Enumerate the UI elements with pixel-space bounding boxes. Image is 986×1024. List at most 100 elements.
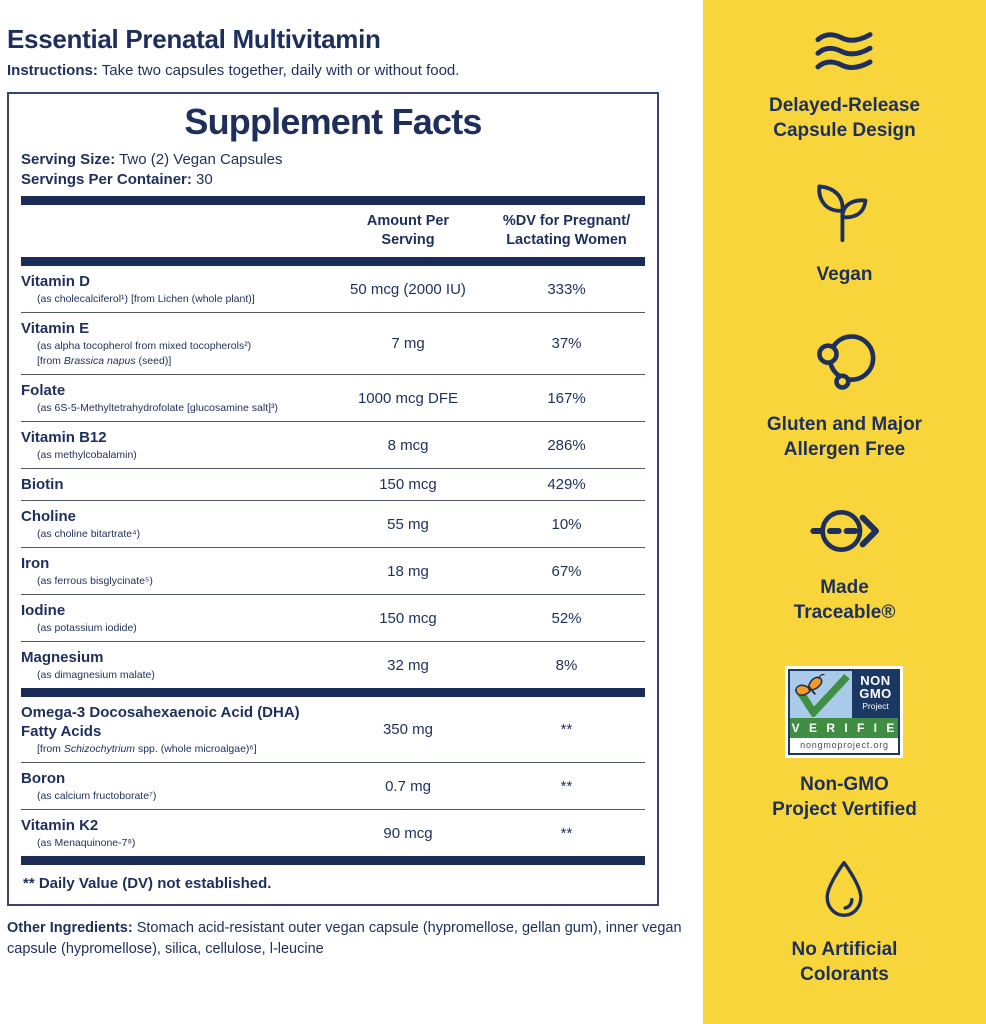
supplement-facts-title: Supplement Facts <box>184 101 482 142</box>
feature-label: No Artificial Colorants <box>791 939 898 985</box>
feature-delayed-release: Delayed-Release Capsule Design <box>769 28 920 143</box>
nutrient-source: (as methylcobalamin) <box>37 449 137 461</box>
nutrient-cell: Vitamin K2 (as Menaquinone-7⁸) <box>21 816 328 850</box>
amount-value: 32 mg <box>387 656 429 674</box>
table-row: Omega-3 Docosahexaenoic Acid (DHA) Fatty… <box>21 697 645 762</box>
nutrient-source: (as cholecalciferol¹) [from Lichen (whol… <box>37 293 255 305</box>
dv-value: 67% <box>551 562 582 580</box>
feature-non-gmo: NON GMO Project V E R I F I E D nongmopr… <box>772 666 917 822</box>
feature-label: Gluten and Major Allergen Free <box>766 414 923 460</box>
feature-no-artificial-colorants: No Artificial Colorants <box>791 858 898 987</box>
verified-bar: V E R I F I E D <box>790 718 899 755</box>
feature-label: Delayed-Release Capsule Design <box>768 95 921 141</box>
nutrient-name: Folate <box>21 382 66 399</box>
nutrient-name: Vitamin E <box>21 320 90 337</box>
non-gmo-url: nongmoproject.org <box>790 738 899 753</box>
amount-value: 90 mcg <box>383 824 433 842</box>
servings-value: 30 <box>191 171 213 188</box>
serving-size-line: Serving Size: Two (2) Vegan Capsules <box>21 150 645 170</box>
column-header-dv: %DV for Pregnant/ Lactating Women <box>488 212 645 250</box>
column-header-amount-line1: Amount Per <box>366 213 450 229</box>
nutrient-cell: Vitamin B12 (as methylcobalamin) <box>21 428 328 462</box>
nutrient-source: (as potassium iodide) <box>37 622 137 634</box>
nutrient-name: Choline <box>21 508 76 525</box>
nutrient-cell: Omega-3 Docosahexaenoic Acid (DHA) Fatty… <box>21 703 328 756</box>
nutrient-source: (as choline bitartrate⁴) <box>37 528 141 540</box>
waves-icon <box>813 28 875 76</box>
nutrient-source: (as calcium fructoborate⁷) <box>37 790 157 802</box>
dv-footnote: ** Daily Value (DV) not established. <box>23 875 272 892</box>
table-row: Boron (as calcium fructoborate⁷) 0.7 mg … <box>21 762 645 809</box>
other-ingredients-label: Other Ingredients: <box>7 920 133 936</box>
dv-value: ** <box>560 721 573 738</box>
nutrient-name: Vitamin D <box>21 273 90 290</box>
nutrient-name: Magnesium <box>21 649 104 666</box>
source-prefix: [from <box>37 743 64 755</box>
feature-made-traceable: Made Traceable® <box>794 504 895 625</box>
table-row: Vitamin E (as alpha tocopherol from mixe… <box>21 312 645 374</box>
feature-label: Vegan <box>816 264 873 285</box>
nutrient-source-2: [from Brassica napus (seed)] <box>21 355 324 368</box>
instructions-label: Instructions: <box>7 62 98 79</box>
nutrient-cell: Folate (as 6S-5-Methyltetrahydrofolate [… <box>21 381 328 415</box>
source-suffix: (seed)] <box>135 355 172 367</box>
servings-per-container-line: Servings Per Container: 30 <box>21 170 645 190</box>
molecule-circles-icon <box>811 329 879 395</box>
column-header-dv-line1: %DV for Pregnant/ <box>502 213 631 229</box>
nutrient-name: Iodine <box>21 602 66 619</box>
feature-label: Non-GMO Project Vertified <box>772 774 917 820</box>
nutrient-name: Iron <box>21 555 50 572</box>
nutrient-cell: Biotin <box>21 475 328 494</box>
page-title: Essential Prenatal Multivitamin <box>7 24 381 54</box>
nutrient-source: (as alpha tocopherol from mixed tocopher… <box>37 340 252 352</box>
dv-value: 167% <box>547 389 586 407</box>
source-species: Brassica napus <box>63 355 136 367</box>
nutrient-cell: Iodine (as potassium iodide) <box>21 601 328 635</box>
divider-bar <box>21 196 645 205</box>
dv-value: 37% <box>551 335 582 352</box>
nutrient-source: (as 6S-5-Methyltetrahydrofolate [glucosa… <box>37 402 279 414</box>
feature-gluten-free: Gluten and Major Allergen Free <box>767 329 922 462</box>
nutrient-group-main: Vitamin D (as cholecalciferol¹) [from Li… <box>21 266 645 688</box>
non-gmo-badge-text: NON GMO Project <box>852 671 899 718</box>
instructions-text: Take two capsules together, daily with o… <box>97 62 460 79</box>
amount-value: 0.7 mg <box>385 777 431 795</box>
table-row: Folate (as 6S-5-Methyltetrahydrofolate [… <box>21 374 645 421</box>
nutrient-cell: Iron (as ferrous bisglycinate⁵) <box>21 554 328 588</box>
divider-bar <box>21 257 645 266</box>
table-row: Vitamin K2 (as Menaquinone-7⁸) 90 mcg ** <box>21 809 645 856</box>
nutrient-source: (as dimagnesium malate) <box>37 669 155 681</box>
source-prefix: [from <box>37 355 64 367</box>
table-header-row: Amount Per Serving %DV for Pregnant/ Lac… <box>21 205 645 257</box>
dv-value: 286% <box>547 436 586 454</box>
serving-size-value: Two (2) Vegan Capsules <box>115 151 283 168</box>
amount-value: 7 mg <box>391 335 425 352</box>
feature-vegan: Vegan <box>813 179 877 287</box>
source-species: Schizochytrium <box>63 743 136 755</box>
non-gmo-badge-top: NON GMO Project <box>790 671 899 718</box>
divider-bar <box>21 856 645 865</box>
traceable-arrow-icon <box>804 504 884 558</box>
nutrient-cell: Magnesium (as dimagnesium malate) <box>21 648 328 682</box>
dv-value: 8% <box>555 656 578 674</box>
nutrient-name: Boron <box>21 770 66 787</box>
nutrient-name: Omega-3 Docosahexaenoic Acid (DHA) <box>21 704 300 721</box>
droplet-icon <box>816 858 872 920</box>
amount-value: 8 mcg <box>387 436 429 454</box>
column-header-amount: Amount Per Serving <box>328 212 488 250</box>
dv-value: ** <box>560 824 573 842</box>
butterfly-checkmark-icon <box>790 671 853 718</box>
amount-value: 1000 mcg DFE <box>357 389 459 407</box>
nutrient-cell: Choline (as choline bitartrate⁴) <box>21 507 328 541</box>
table-row: Vitamin D (as cholecalciferol¹) [from Li… <box>21 266 645 312</box>
nutrient-source: (as ferrous bisglycinate⁵) <box>37 575 153 587</box>
dv-value: 52% <box>551 609 582 627</box>
nutrient-name: Vitamin K2 <box>21 817 99 834</box>
servings-label: Servings Per Container: <box>21 171 192 188</box>
dv-value: ** <box>560 777 573 795</box>
supplement-facts-box: Supplement Facts Serving Size: Two (2) V… <box>7 92 659 906</box>
column-header-amount-line2: Serving <box>381 232 435 248</box>
instructions-line: Instructions: Take two capsules together… <box>7 62 693 79</box>
nutrient-source-2: [from Schizochytrium spp. (whole microal… <box>21 743 324 756</box>
nutrient-name-line2: Fatty Acids <box>21 723 102 740</box>
